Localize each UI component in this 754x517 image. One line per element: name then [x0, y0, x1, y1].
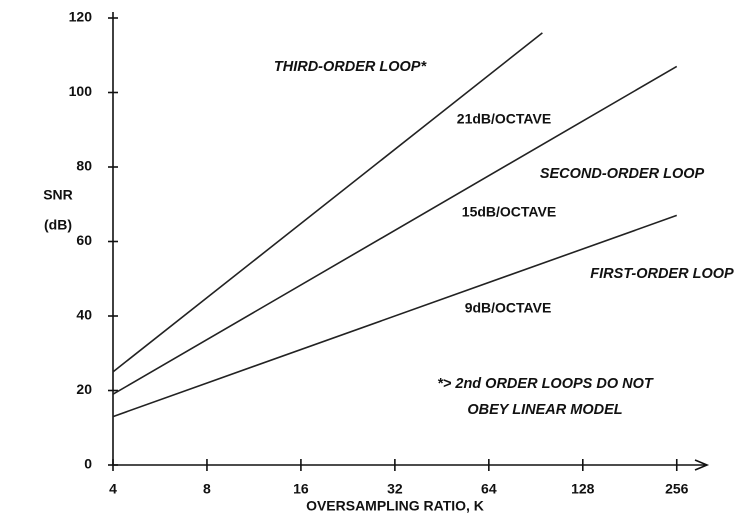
slope-label: 9dB/OCTAVE — [465, 300, 552, 316]
footnote: *> 2nd ORDER LOOPS DO NOT — [437, 376, 654, 392]
x-tick-label: 4 — [109, 481, 117, 497]
x-axis-label: OVERSAMPLING RATIO, K — [306, 498, 484, 514]
y-tick-label: 20 — [76, 381, 92, 397]
x-tick-label: 16 — [293, 481, 309, 497]
y-axis-label: (dB) — [44, 217, 72, 233]
y-tick-label: 80 — [76, 158, 92, 174]
series-line — [112, 214, 678, 418]
x-tick-label: 256 — [665, 481, 689, 497]
x-tick-label: 8 — [203, 481, 211, 497]
y-tick-label: 100 — [69, 83, 93, 99]
x-tick-label: 64 — [481, 481, 497, 497]
series-label: SECOND-ORDER LOOP — [540, 166, 705, 182]
x-tick-label: 32 — [387, 481, 403, 497]
series-label: FIRST-ORDER LOOP — [590, 266, 734, 282]
series-label: THIRD-ORDER LOOP* — [274, 59, 428, 75]
series-line — [112, 32, 543, 373]
slope-label: 15dB/OCTAVE — [462, 204, 556, 220]
y-tick-label: 0 — [84, 456, 92, 472]
y-tick-label: 40 — [76, 307, 92, 323]
y-tick-label: 60 — [76, 232, 92, 248]
footnote: OBEY LINEAR MODEL — [467, 402, 622, 418]
y-axis-label: SNR — [43, 187, 73, 203]
x-axis-arrow — [694, 459, 710, 471]
x-tick-label: 128 — [571, 481, 595, 497]
series-line — [112, 65, 678, 395]
y-tick-label: 120 — [69, 9, 93, 25]
slope-label: 21dB/OCTAVE — [457, 111, 551, 127]
